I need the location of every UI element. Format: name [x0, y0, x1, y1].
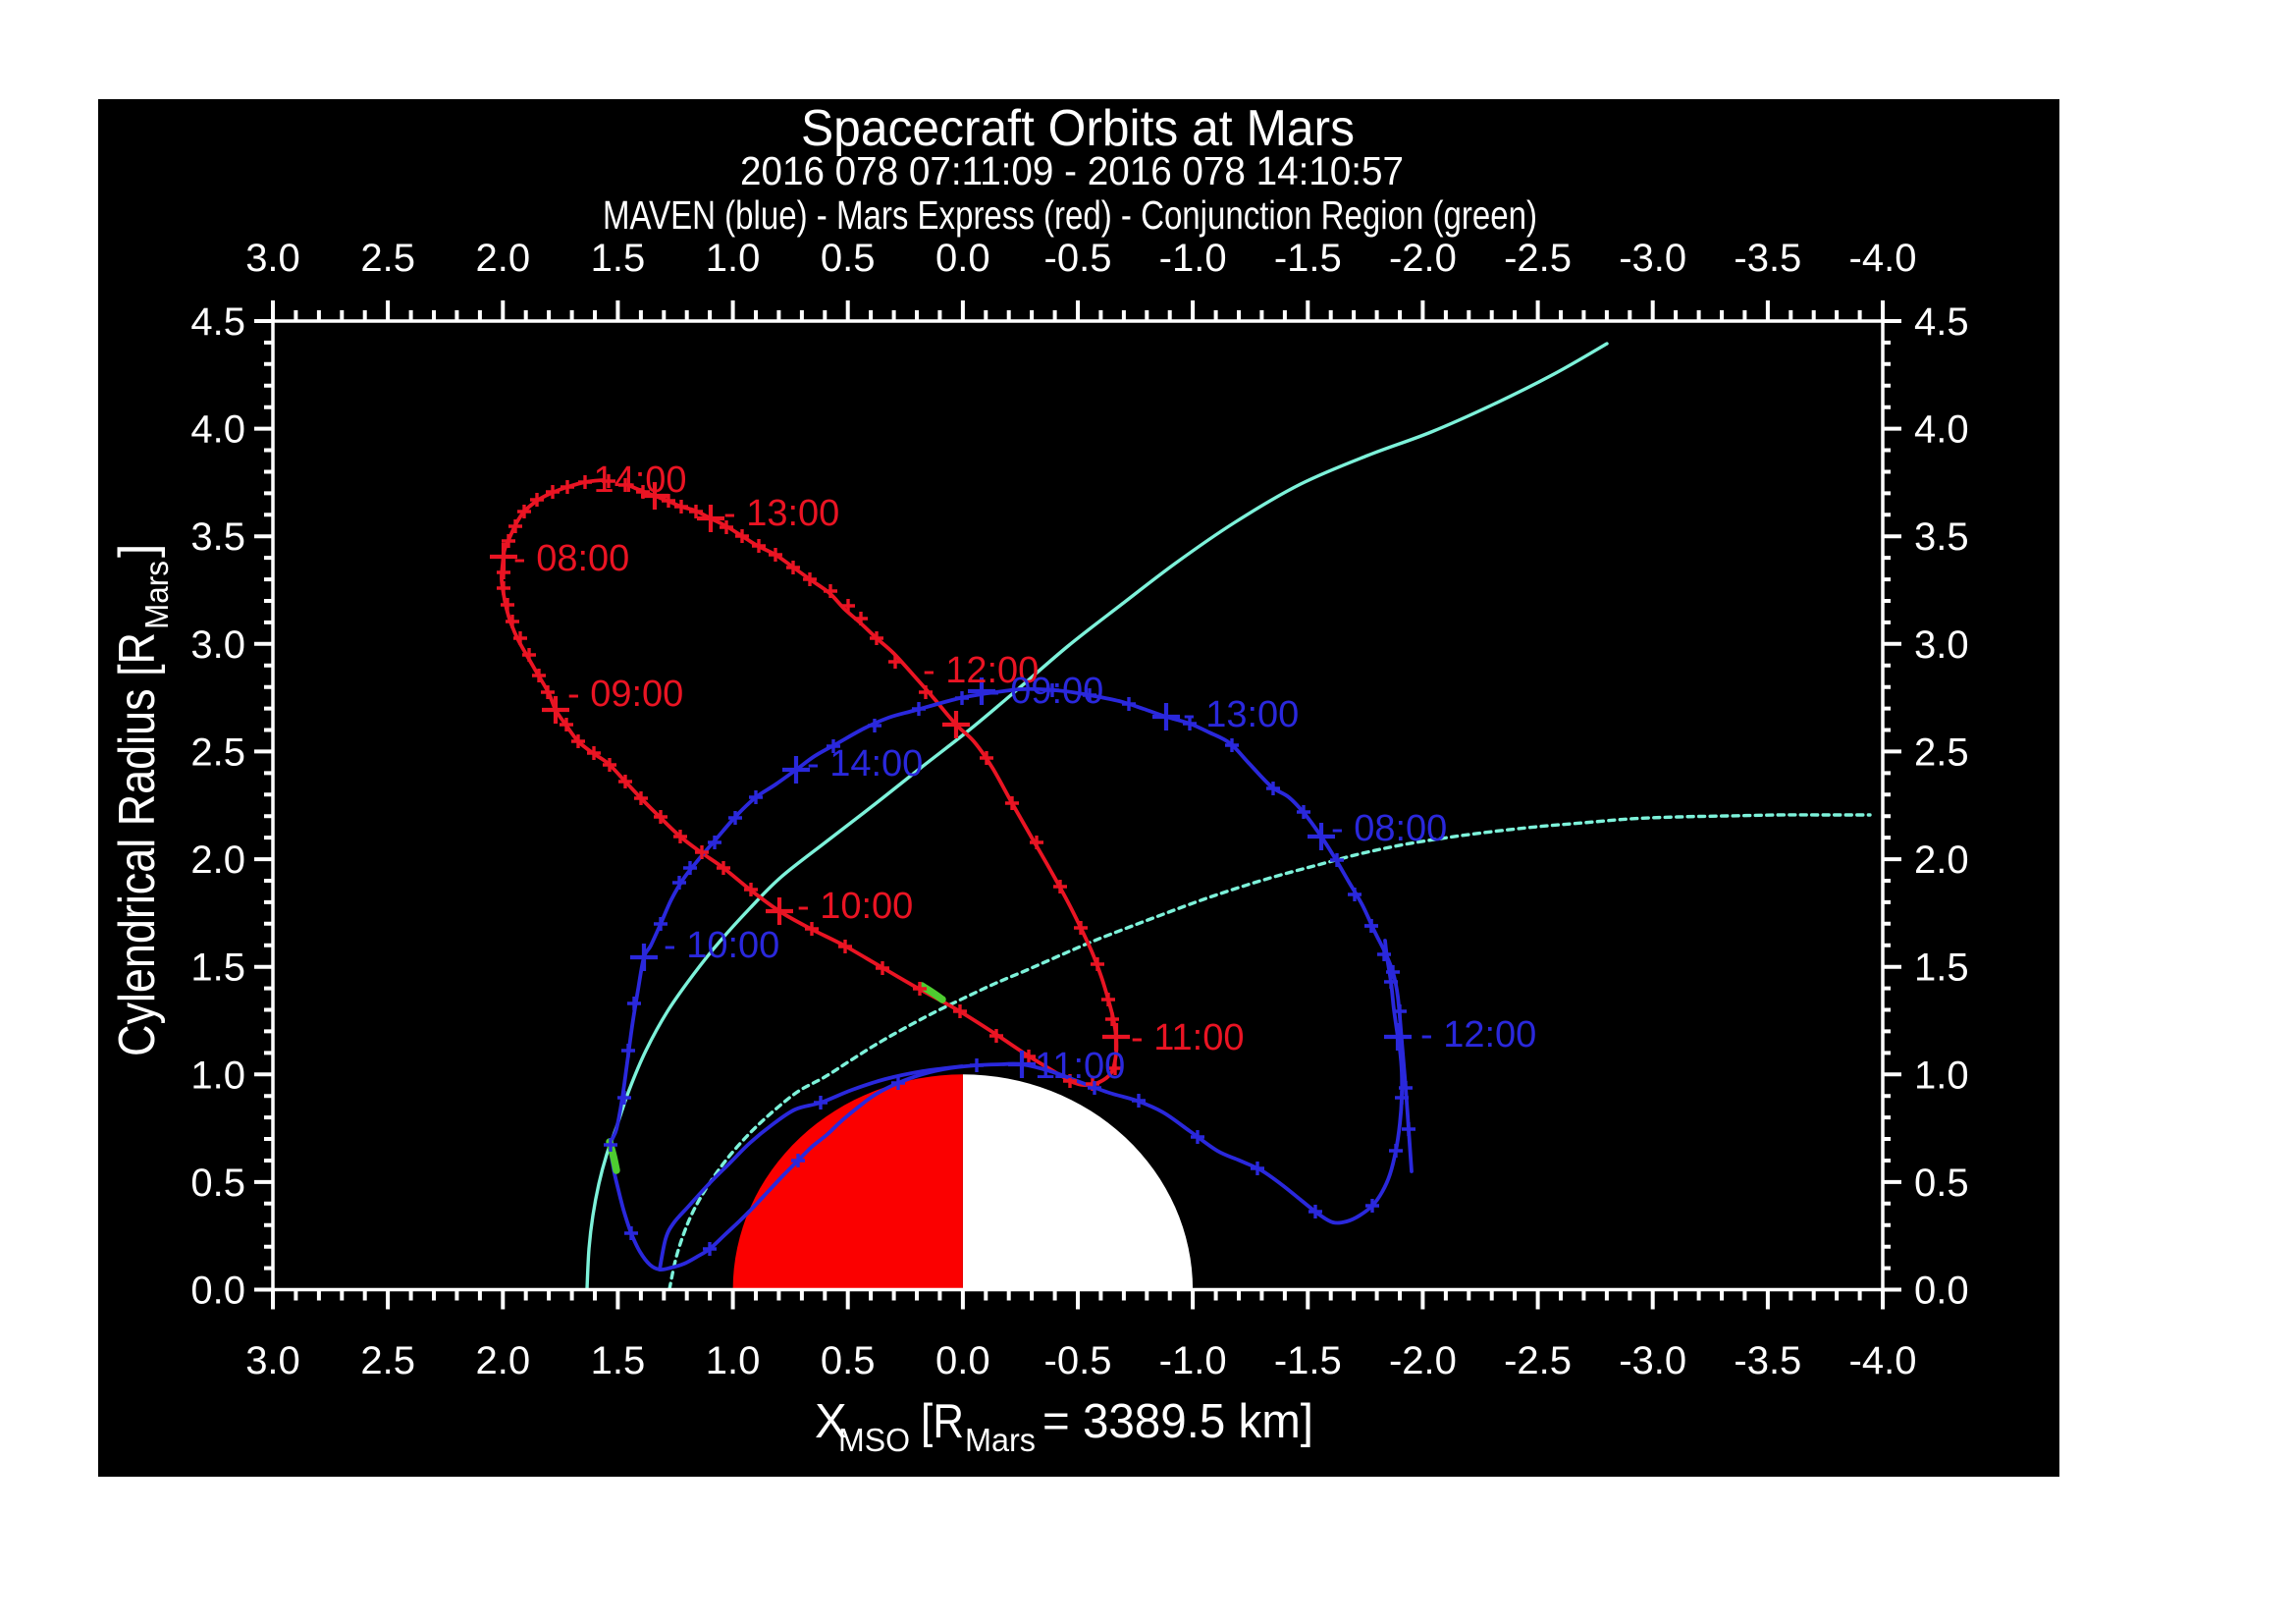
svg-text:- 10:00: - 10:00	[797, 886, 913, 927]
svg-text:0.5: 0.5	[821, 237, 876, 280]
svg-text:2.0: 2.0	[190, 839, 245, 882]
svg-text:-1.5: -1.5	[1274, 1339, 1342, 1382]
svg-text:]: ]	[109, 544, 166, 558]
svg-text:3.0: 3.0	[245, 237, 300, 280]
svg-text:0.5: 0.5	[1914, 1162, 1969, 1205]
svg-text:-1.0: -1.0	[1159, 237, 1227, 280]
svg-text:2.5: 2.5	[1914, 730, 1969, 774]
svg-text:Cylendrical Radius [R: Cylendrical Radius [R	[109, 632, 166, 1056]
svg-text:- 14:00: - 14:00	[807, 743, 923, 784]
svg-text:= 3389.5 km]: = 3389.5 km]	[1042, 1395, 1313, 1448]
svg-text:0.0: 0.0	[935, 1339, 990, 1382]
svg-text:2.5: 2.5	[190, 730, 245, 774]
svg-text:3.0: 3.0	[245, 1339, 300, 1382]
svg-text:-4.0: -4.0	[1849, 1339, 1917, 1382]
svg-text:0.0: 0.0	[190, 1270, 245, 1313]
svg-text:0.0: 0.0	[935, 237, 990, 280]
svg-text:-2.0: -2.0	[1389, 1339, 1457, 1382]
svg-text:- 09:00: - 09:00	[567, 674, 683, 715]
svg-text:3.5: 3.5	[1914, 515, 1969, 559]
svg-text:- 13:00: - 13:00	[1183, 694, 1299, 735]
svg-text:- 12:00: - 12:00	[1420, 1014, 1536, 1055]
svg-text:-0.5: -0.5	[1044, 237, 1112, 280]
svg-text:4.5: 4.5	[190, 300, 245, 344]
svg-text:Mars: Mars	[138, 561, 175, 629]
svg-text:2.5: 2.5	[360, 237, 415, 280]
svg-text:0.5: 0.5	[821, 1339, 876, 1382]
svg-text:2016 078 07:11:09 - 2016 078 1: 2016 078 07:11:09 - 2016 078 14:10:57	[740, 148, 1404, 193]
svg-text:-3.0: -3.0	[1619, 1339, 1686, 1382]
svg-text:14:00: 14:00	[593, 460, 686, 501]
svg-text:- 12:00: - 12:00	[923, 650, 1039, 691]
svg-text:X: X	[815, 1395, 847, 1448]
svg-text:- 08:00: - 08:00	[1331, 808, 1447, 849]
svg-text:1.5: 1.5	[591, 1339, 646, 1382]
svg-text:- 09:00: - 09:00	[988, 671, 1103, 712]
svg-text:- 11:00: - 11:00	[1131, 1017, 1244, 1058]
svg-text:- 10:00: - 10:00	[664, 925, 779, 966]
svg-text:3.0: 3.0	[1914, 623, 1969, 667]
svg-text:-0.5: -0.5	[1044, 1339, 1112, 1382]
svg-text:MAVEN (blue) - Mars Express (r: MAVEN (blue) - Mars Express (red) - Conj…	[603, 192, 1537, 238]
svg-text:MSO: MSO	[838, 1422, 910, 1458]
svg-text:2.0: 2.0	[475, 1339, 530, 1382]
svg-text:- 08:00: - 08:00	[513, 538, 629, 579]
svg-text:[R: [R	[921, 1395, 964, 1448]
svg-text:-3.0: -3.0	[1619, 237, 1686, 280]
svg-text:-4.0: -4.0	[1849, 237, 1917, 280]
svg-text:0.5: 0.5	[190, 1162, 245, 1205]
svg-text:4.0: 4.0	[190, 408, 245, 452]
svg-text:-2.5: -2.5	[1504, 237, 1572, 280]
svg-text:1.0: 1.0	[1914, 1054, 1969, 1097]
svg-text:1.5: 1.5	[591, 237, 646, 280]
svg-text:4.0: 4.0	[1914, 408, 1969, 452]
svg-text:-3.5: -3.5	[1734, 237, 1801, 280]
svg-text:Spacecraft Orbits at Mars: Spacecraft Orbits at Mars	[801, 100, 1355, 157]
svg-text:-1.5: -1.5	[1274, 237, 1342, 280]
svg-text:1.0: 1.0	[190, 1054, 245, 1097]
svg-text:2.0: 2.0	[1914, 839, 1969, 882]
svg-text:-1.0: -1.0	[1159, 1339, 1227, 1382]
svg-text:-2.5: -2.5	[1504, 1339, 1572, 1382]
svg-text:0.0: 0.0	[1914, 1270, 1969, 1313]
svg-text:11:00: 11:00	[1035, 1046, 1125, 1087]
svg-text:2.5: 2.5	[360, 1339, 415, 1382]
svg-text:-3.5: -3.5	[1734, 1339, 1801, 1382]
svg-text:1.5: 1.5	[1914, 947, 1969, 990]
svg-text:1.5: 1.5	[190, 947, 245, 990]
svg-text:Mars: Mars	[965, 1422, 1036, 1458]
svg-text:2.0: 2.0	[475, 237, 530, 280]
svg-text:-2.0: -2.0	[1389, 237, 1457, 280]
svg-text:1.0: 1.0	[706, 237, 761, 280]
svg-text:3.0: 3.0	[190, 623, 245, 667]
svg-text:4.5: 4.5	[1914, 300, 1969, 344]
svg-text:3.5: 3.5	[190, 515, 245, 559]
svg-text:- 13:00: - 13:00	[723, 493, 839, 534]
svg-text:1.0: 1.0	[706, 1339, 761, 1382]
